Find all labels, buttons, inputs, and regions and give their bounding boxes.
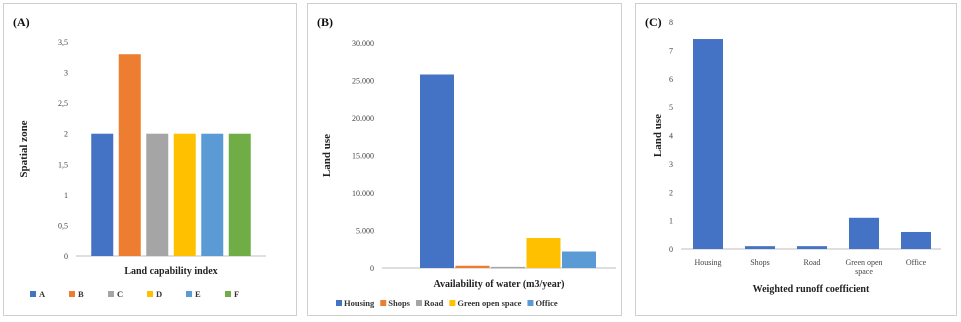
- chart-c-bar-shops: [745, 246, 775, 249]
- chart-c-y-tick-label: 4: [669, 132, 673, 141]
- chart-panel-c: (C) Land use Weighted runoff coefficient 0 1…: [635, 3, 957, 316]
- chart-a-legend-swatch: [147, 291, 153, 297]
- chart-a-bar-c: [146, 133, 169, 256]
- chart-c-x-tick-label: Road: [804, 258, 821, 267]
- chart-a-y-tick-label: 1: [64, 191, 68, 200]
- chart-a-y-axis-label: Spatial zone: [18, 120, 30, 177]
- chart-b-legend-label: Shops: [388, 298, 410, 308]
- chart-c-y-tick-label: 1: [669, 217, 673, 226]
- chart-b-bar-housing: [420, 74, 454, 268]
- chart-c-y-tick-label: 3: [669, 160, 673, 169]
- chart-b-y-axis-label: Land use: [321, 134, 333, 177]
- chart-a-legend-label: D: [156, 289, 162, 299]
- chart-b-legend-label: Green open space: [457, 298, 521, 308]
- chart-c-y-tick-label: 6: [669, 75, 673, 84]
- chart-b-legend-label: Office: [535, 298, 557, 308]
- chart-b-y-tick-label: 30.000: [352, 39, 374, 48]
- chart-b-legend-label: Road: [424, 298, 444, 308]
- chart-a-y-tick-label: 0: [64, 252, 68, 261]
- chart-a-bar-b: [118, 54, 141, 256]
- chart-c-y-tick-label: 8: [669, 18, 673, 27]
- chart-a-legend-swatch: [108, 291, 114, 297]
- chart-c-panel-label: (C): [645, 15, 662, 29]
- chart-c-y-axis-label: Land use: [652, 114, 664, 157]
- chart-c-y-tick-label: 2: [669, 188, 673, 197]
- chart-b-svg: (B) Land use Availability of water (m3/yea…: [317, 15, 616, 308]
- chart-c-bar-road: [797, 246, 827, 249]
- chart-a-legend-swatch: [186, 291, 192, 297]
- chart-b-legend-swatch: [380, 300, 387, 306]
- chart-b-y-tick-label: 5.000: [356, 227, 374, 236]
- chart-a-y-tick-label: 1,5: [58, 160, 68, 169]
- chart-b-y-tick-label: 20.000: [352, 114, 374, 123]
- chart-a-y-tick-label: 2: [64, 130, 68, 139]
- chart-a-legend-label: A: [39, 289, 46, 299]
- chart-b-bar-green-open-space: [526, 238, 561, 268]
- chart-a-legend-swatch: [30, 291, 36, 297]
- chart-b-bar-road: [491, 266, 525, 269]
- chart-a-bar-f: [228, 133, 251, 256]
- chart-b-legend-swatch: [336, 300, 342, 306]
- chart-b-x-axis-label: Availability of water (m3/year): [434, 279, 565, 290]
- chart-a-bar-a: [91, 133, 114, 256]
- chart-c-x-tick-label: Green open space: [845, 258, 882, 276]
- chart-a-x-axis-label: Land capability index: [124, 266, 217, 277]
- chart-c-y-tick-label: 7: [669, 46, 673, 55]
- chart-a-legend-label: F: [234, 289, 239, 299]
- chart-panel-a: (A) Spatial zone Land capability index 0 0,5…: [3, 3, 297, 316]
- chart-a-bar-d: [173, 133, 196, 256]
- chart-c-y-tick-label: 0: [669, 245, 673, 254]
- chart-a-legend-label: B: [78, 289, 84, 299]
- chart-a-legend-label: E: [195, 289, 201, 299]
- chart-b-y-tick-label: 15.000: [352, 152, 374, 161]
- chart-b-legend-swatch: [449, 300, 456, 306]
- chart-b-bar-shops: [455, 265, 490, 268]
- chart-panel-b: (B) Land use Availability of water (m3/yea…: [307, 3, 622, 316]
- chart-a-legend-label: C: [117, 289, 123, 299]
- chart-a-y-tick-label: 2,5: [58, 99, 68, 108]
- chart-b-bar-office: [562, 251, 596, 268]
- chart-a-y-tick-label: 3,5: [58, 38, 68, 47]
- chart-c-y-tick-label: 5: [669, 103, 673, 112]
- chart-a-legend-swatch: [225, 291, 231, 297]
- chart-b-panel-label: (B): [317, 15, 333, 29]
- chart-b-legend-swatch: [416, 300, 422, 306]
- chart-b-y-tick-label: 10.000: [352, 189, 374, 198]
- chart-c-bar-office: [901, 231, 931, 249]
- chart-a-bar-e: [201, 133, 224, 256]
- chart-c-x-tick-label: Office: [906, 258, 927, 267]
- chart-c-bar-housing: [693, 39, 723, 250]
- chart-c-x-axis-label: Weighted runoff coefficient: [753, 284, 870, 295]
- chart-b-legend-swatch: [527, 300, 534, 306]
- chart-a-legend-swatch: [69, 291, 75, 297]
- chart-c-x-tick-label: Housing: [694, 258, 721, 267]
- chart-a-y-tick-label: 0,5: [58, 221, 68, 230]
- chart-a-panel-label: (A): [13, 15, 30, 29]
- chart-c-bar-green-open-space: [849, 217, 879, 249]
- chart-c-svg: (C) Land use Weighted runoff coefficient 0 1…: [645, 15, 941, 295]
- chart-b-y-tick-label: 0: [370, 264, 374, 273]
- chart-b-legend-label: Housing: [344, 298, 375, 308]
- chart-a-svg: (A) Spatial zone Land capability index 0 0,5…: [13, 15, 266, 299]
- chart-c-x-tick-label: Shops: [750, 258, 770, 267]
- chart-a-y-tick-label: 3: [64, 69, 68, 78]
- chart-b-y-tick-label: 25.000: [352, 77, 374, 86]
